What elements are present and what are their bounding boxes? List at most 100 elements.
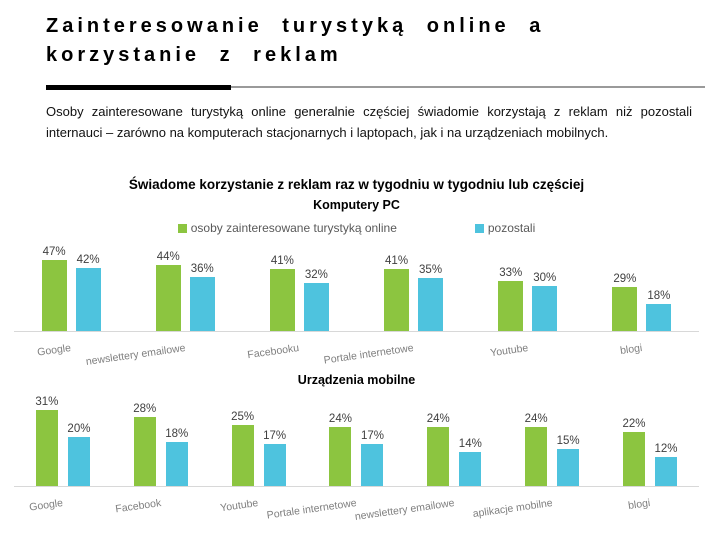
bar-tourists xyxy=(329,427,352,486)
bar-value-label: 30% xyxy=(533,272,557,284)
bar-tourists xyxy=(231,425,254,486)
bar-value-label: 17% xyxy=(360,430,384,442)
bar-value-label: 14% xyxy=(458,438,482,450)
category-cell: newslettery emailowe xyxy=(85,333,215,371)
bar-others xyxy=(361,444,384,486)
bar-column: 18% xyxy=(165,428,188,486)
category-cell: blogi xyxy=(623,488,676,526)
bar-others xyxy=(532,286,558,331)
bar-value-label: 25% xyxy=(231,411,255,423)
bar-others xyxy=(557,449,580,486)
category-cell: Google xyxy=(29,488,89,526)
legend-label-others: pozostali xyxy=(487,221,536,235)
bar-column: 41% xyxy=(269,255,295,331)
divider-accent-bar xyxy=(46,85,231,90)
bar-tourists xyxy=(269,269,295,331)
bar-value-label: 36% xyxy=(190,263,214,275)
bar-group: 29% 18% xyxy=(612,273,672,331)
bar-others xyxy=(459,452,482,486)
bar-value-label: 18% xyxy=(647,290,671,302)
bar-tourists xyxy=(498,281,524,331)
bar-column: 32% xyxy=(303,269,329,331)
chart-pc-title: Komputery PC xyxy=(313,198,400,212)
bar-others xyxy=(165,442,188,486)
bar-group: 24% 14% xyxy=(427,413,482,486)
category-cell: blogi xyxy=(612,333,671,371)
bar-group: 41% 35% xyxy=(384,255,444,331)
bar-value-label: 22% xyxy=(622,418,646,430)
bar-others xyxy=(646,304,672,331)
chart-legend: osoby zainteresowane turystyką online po… xyxy=(0,221,713,235)
bar-column: 24% xyxy=(329,413,352,486)
bar-group: 24% 17% xyxy=(329,413,384,486)
bar-value-label: 47% xyxy=(42,246,66,258)
bar-group: 33% 30% xyxy=(498,267,558,331)
bar-tourists xyxy=(612,287,638,331)
chart-pc-categories: Google newslettery emailowe Facebooku Porta… xyxy=(14,333,699,371)
bar-column: 17% xyxy=(263,430,286,486)
bar-others xyxy=(189,277,215,331)
category-cell: aplikacje mobilne xyxy=(472,488,579,526)
bar-column: 25% xyxy=(231,411,254,486)
bar-group: 44% 36% xyxy=(155,251,215,331)
page-title-line1: Zainteresowanie turystyką online a xyxy=(46,15,545,37)
category-cell: Portale internetowe xyxy=(323,333,443,371)
bar-tourists xyxy=(155,265,181,331)
bar-column: 20% xyxy=(67,423,90,486)
legend-label-tourists: osoby zainteresowane turystyką online xyxy=(190,221,397,235)
bar-group: 22% 12% xyxy=(622,418,678,486)
bar-value-label: 29% xyxy=(613,273,637,285)
bar-group: 47% 42% xyxy=(41,246,101,331)
legend-marker-blue xyxy=(474,223,484,233)
bar-tourists xyxy=(427,427,450,486)
legend-item-tourists: osoby zainteresowane turystyką online xyxy=(177,221,397,235)
bar-others xyxy=(303,283,329,331)
bar-value-label: 18% xyxy=(165,428,189,440)
category-cell: Facebooku xyxy=(247,333,329,371)
bar-column: 30% xyxy=(532,272,558,331)
bar-column: 44% xyxy=(155,251,181,331)
bar-column: 41% xyxy=(384,255,410,331)
bar-group: 31% 20% xyxy=(35,396,90,486)
chart-section-title: Świadome korzystanie z reklam raz w tygo… xyxy=(128,177,585,192)
bar-others xyxy=(263,444,286,486)
bar-tourists xyxy=(133,417,156,486)
bar-value-label: 33% xyxy=(499,267,523,279)
intro-paragraph: Osoby zainteresowane turystyką online ge… xyxy=(46,104,692,140)
legend-marker-green xyxy=(177,223,187,233)
page-title: Zainteresowanie turystyką online a korzys… xyxy=(46,12,696,70)
bar-value-label: 17% xyxy=(263,430,287,442)
bar-column: 33% xyxy=(498,267,524,331)
chart-mobile-categories: Google Facebook Youtube Portale internetowe… xyxy=(14,488,699,526)
bar-column: 31% xyxy=(35,396,58,486)
bar-group: 28% 18% xyxy=(133,403,188,486)
divider-line xyxy=(231,86,705,88)
bar-value-label: 24% xyxy=(426,413,450,425)
bar-value-label: 41% xyxy=(385,255,409,267)
bar-value-label: 42% xyxy=(76,254,100,266)
bar-others xyxy=(75,268,101,331)
bar-column: 29% xyxy=(612,273,638,331)
bar-column: 18% xyxy=(646,290,672,331)
bar-tourists xyxy=(525,427,548,486)
category-label: Facebooku xyxy=(247,342,301,362)
category-cell: newslettery emailowe xyxy=(354,488,481,526)
chart-mobile-title: Urządzenia mobilne xyxy=(297,373,416,387)
category-label: blogi xyxy=(627,497,651,513)
legend-item-others: pozostali xyxy=(474,221,536,235)
category-label: Facebook xyxy=(114,497,162,516)
bar-value-label: 15% xyxy=(556,435,580,447)
category-label: Google xyxy=(28,497,64,514)
bar-column: 22% xyxy=(622,418,645,486)
bar-column: 28% xyxy=(133,403,156,486)
bar-value-label: 44% xyxy=(156,251,180,263)
bar-value-label: 24% xyxy=(328,413,352,425)
bar-column: 14% xyxy=(459,438,482,486)
bar-tourists xyxy=(41,260,67,331)
category-label: blogi xyxy=(619,342,643,358)
bar-group: 41% 32% xyxy=(269,255,329,331)
bar-value-label: 24% xyxy=(524,413,548,425)
category-label: Youtube xyxy=(489,342,529,360)
category-cell: Facebook xyxy=(114,488,187,526)
